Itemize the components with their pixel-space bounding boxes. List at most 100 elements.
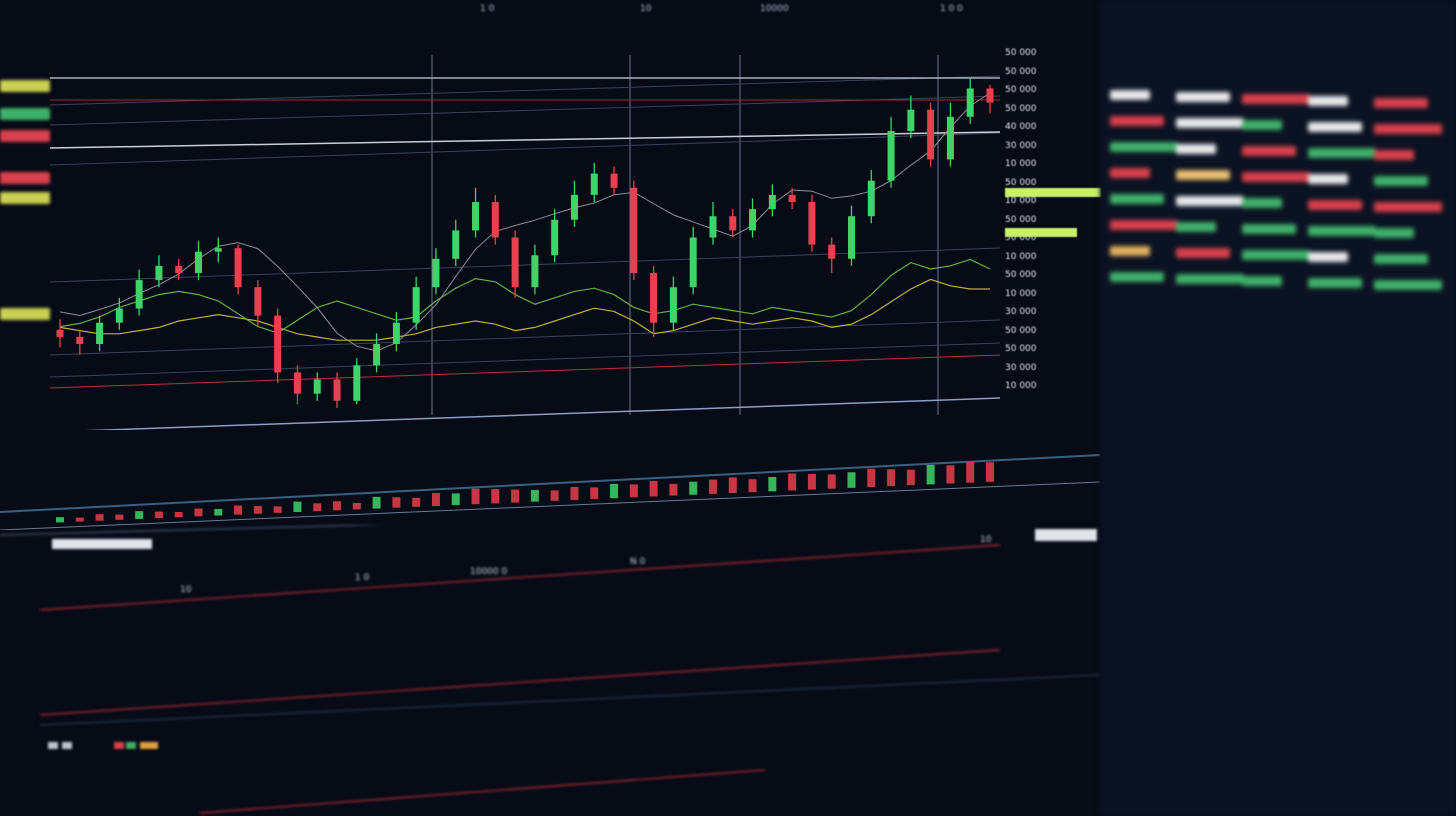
watchlist-item[interactable] bbox=[0, 108, 50, 120]
candle-body bbox=[234, 248, 242, 288]
volume-bar bbox=[431, 492, 440, 506]
candle-body bbox=[452, 230, 460, 259]
order-book-cell[interactable] bbox=[1374, 176, 1428, 186]
price-axis-label: 30 000 bbox=[1005, 140, 1037, 151]
table-value: 10 bbox=[980, 535, 992, 545]
order-book-cell[interactable] bbox=[1308, 200, 1362, 210]
candle-body bbox=[472, 202, 480, 231]
volume-chart bbox=[0, 454, 1100, 530]
candle-body bbox=[867, 180, 875, 217]
order-book-cell[interactable] bbox=[1374, 150, 1414, 160]
volume-bar bbox=[887, 469, 896, 487]
candle-body bbox=[907, 109, 915, 131]
price-axis-label: 50 000 bbox=[1005, 103, 1037, 114]
order-book-cell[interactable] bbox=[1110, 220, 1178, 230]
order-book-cell[interactable] bbox=[1308, 252, 1348, 262]
order-book-cell[interactable] bbox=[1110, 272, 1164, 282]
order-book-cell[interactable] bbox=[1374, 254, 1428, 264]
volume-bar bbox=[313, 503, 322, 512]
order-book-cell[interactable] bbox=[1176, 248, 1230, 258]
candle-body bbox=[570, 194, 578, 220]
candlestick-chart[interactable] bbox=[0, 0, 1100, 430]
order-book-cell[interactable] bbox=[1242, 146, 1296, 156]
order-book-cell[interactable] bbox=[1308, 148, 1376, 158]
order-book-panel[interactable] bbox=[1100, 0, 1456, 816]
candle-body bbox=[650, 273, 658, 323]
order-book-cell[interactable] bbox=[1176, 170, 1230, 180]
order-book-cell[interactable] bbox=[1308, 122, 1362, 132]
order-book-cell[interactable] bbox=[1242, 120, 1282, 130]
volume-bar bbox=[708, 479, 717, 494]
candle-body bbox=[333, 379, 341, 401]
order-book-cell[interactable] bbox=[1110, 142, 1178, 152]
order-book-cell[interactable] bbox=[1176, 118, 1244, 128]
volume-bar bbox=[95, 514, 104, 521]
order-book-cell[interactable] bbox=[1308, 226, 1376, 236]
candle-body bbox=[432, 258, 440, 288]
price-axis-label: 50 000 bbox=[1005, 214, 1037, 225]
watchlist-item[interactable] bbox=[0, 80, 50, 92]
volume-bar bbox=[75, 517, 84, 522]
order-book-cell[interactable] bbox=[1110, 90, 1150, 100]
volume-bar bbox=[451, 493, 460, 506]
order-book-cell[interactable] bbox=[1242, 172, 1310, 182]
order-book-cell[interactable] bbox=[1242, 198, 1282, 208]
order-book-cell[interactable] bbox=[1242, 224, 1296, 234]
volume-bar bbox=[154, 511, 163, 519]
volume-border bbox=[0, 454, 1100, 513]
time-axis-line bbox=[84, 397, 1001, 430]
watchlist-item[interactable] bbox=[0, 172, 50, 184]
table-value: 10 bbox=[180, 585, 192, 595]
volume-bar bbox=[986, 462, 994, 482]
volume-bar bbox=[669, 483, 678, 496]
order-book-cell[interactable] bbox=[1242, 94, 1310, 104]
order-book-cell[interactable] bbox=[1110, 116, 1164, 126]
volume-bar bbox=[234, 505, 243, 515]
order-book-cell[interactable] bbox=[1110, 168, 1150, 178]
order-book-cell[interactable] bbox=[1242, 250, 1310, 260]
candle-body bbox=[630, 187, 638, 273]
order-book-cell[interactable] bbox=[1242, 276, 1282, 286]
order-book-cell[interactable] bbox=[1176, 92, 1230, 102]
price-axis-label: 10 000 bbox=[1005, 159, 1037, 169]
candle-body bbox=[511, 237, 519, 288]
order-book-cell[interactable] bbox=[1308, 278, 1362, 288]
grid-line bbox=[49, 247, 1001, 283]
order-book-cell[interactable] bbox=[1374, 280, 1442, 290]
order-book-cell[interactable] bbox=[1374, 228, 1414, 238]
watchlist-item[interactable] bbox=[0, 192, 50, 204]
top-toolbar: 1 0 10 10000 1 0 0 bbox=[0, 0, 1100, 18]
order-book-cell[interactable] bbox=[1308, 96, 1348, 106]
order-book-cell[interactable] bbox=[1374, 98, 1428, 108]
volume-bar bbox=[966, 461, 975, 483]
candle-body bbox=[214, 248, 222, 252]
order-book-cell[interactable] bbox=[1176, 144, 1216, 154]
candle-body bbox=[254, 287, 262, 316]
order-book-cell[interactable] bbox=[1176, 274, 1244, 284]
indicator-line bbox=[59, 278, 990, 341]
candle-body bbox=[96, 322, 104, 344]
candle-body bbox=[927, 109, 935, 160]
candle-body bbox=[195, 251, 203, 273]
candle-body bbox=[729, 216, 737, 231]
candle-body bbox=[788, 194, 796, 202]
order-book-cell[interactable] bbox=[1176, 222, 1216, 232]
candle-body bbox=[966, 88, 974, 117]
order-book-cell[interactable] bbox=[1176, 196, 1244, 206]
price-axis: 50 000 50 000 50 000 50 000 40 000 30 000 10 0… bbox=[1000, 40, 1101, 410]
order-book-cell[interactable] bbox=[1374, 202, 1442, 212]
watchlist-rail[interactable] bbox=[0, 20, 52, 720]
candle-body bbox=[610, 173, 618, 188]
order-book-cell[interactable] bbox=[1110, 246, 1150, 256]
order-book-cell[interactable] bbox=[1110, 194, 1164, 204]
volume-bar bbox=[629, 484, 638, 498]
order-book-cell[interactable] bbox=[1308, 174, 1348, 184]
table-value: 10000 0 bbox=[470, 567, 508, 577]
candle-body bbox=[274, 315, 282, 373]
watchlist-item[interactable] bbox=[0, 308, 50, 320]
price-axis-label: 50 000 bbox=[1005, 233, 1037, 243]
watchlist-item[interactable] bbox=[0, 130, 50, 142]
grid-line bbox=[49, 132, 1001, 166]
candle-body bbox=[135, 280, 143, 309]
order-book-cell[interactable] bbox=[1374, 124, 1442, 134]
